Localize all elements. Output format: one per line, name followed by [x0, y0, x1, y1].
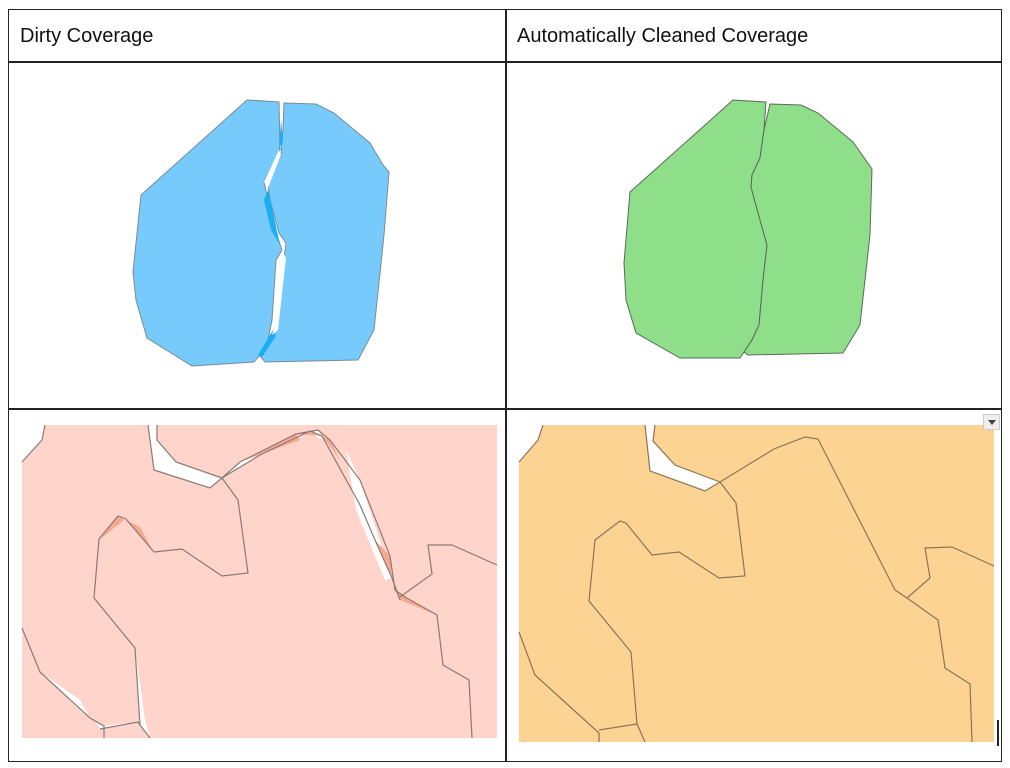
dirty-coverage-overview	[9, 62, 505, 408]
cleaned-coverage-detail	[506, 410, 1002, 761]
header-dirty-coverage: Dirty Coverage	[20, 24, 154, 47]
overlap	[279, 120, 283, 150]
dirty-coverage-detail	[9, 410, 505, 761]
column-divider	[505, 10, 507, 761]
header-cleaned-coverage: Automatically Cleaned Coverage	[517, 24, 809, 47]
cleaned-coverage-overview	[506, 62, 1002, 408]
dropdown-toggle-button[interactable]	[983, 414, 1000, 430]
text-cursor	[997, 720, 999, 746]
comparison-table: Dirty Coverage Automatically Cleaned Cov…	[8, 9, 1002, 762]
chevron-down-icon	[987, 419, 996, 425]
